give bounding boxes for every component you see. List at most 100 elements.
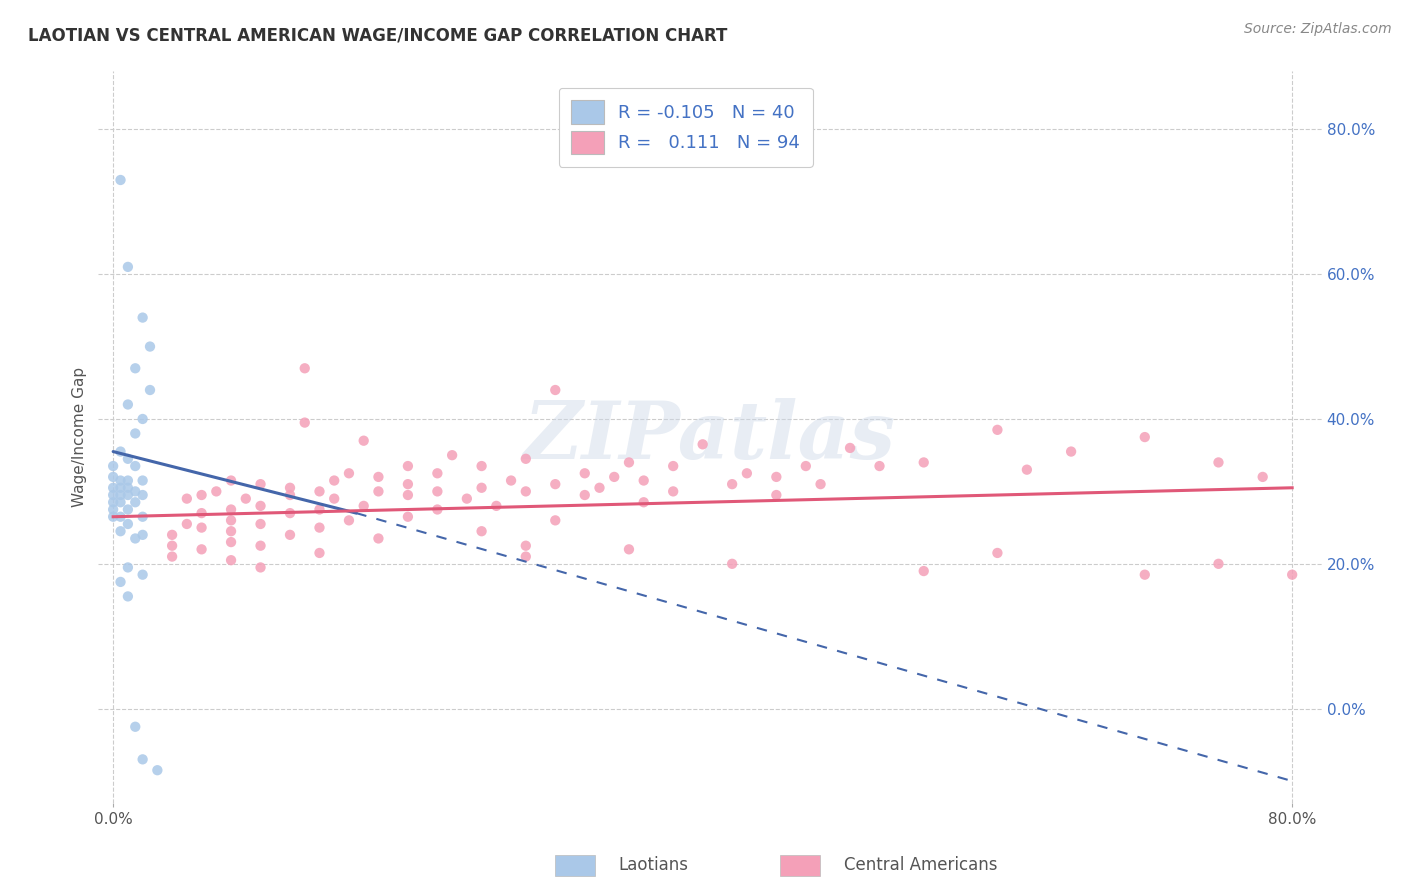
Point	[219, 513, 242, 527]
Point	[101, 509, 124, 524]
Point	[544, 477, 567, 491]
Point	[1015, 463, 1038, 477]
Point	[353, 499, 375, 513]
Point	[603, 470, 626, 484]
Point	[117, 502, 139, 516]
Point	[110, 574, 132, 589]
Point	[117, 260, 139, 274]
Point	[426, 502, 449, 516]
Point	[139, 340, 162, 354]
Point	[337, 513, 360, 527]
Point	[124, 720, 146, 734]
Point	[765, 470, 787, 484]
Point	[110, 444, 132, 458]
Point	[617, 542, 640, 557]
Point	[367, 532, 389, 546]
Point	[544, 513, 567, 527]
Point	[396, 458, 419, 473]
Point	[765, 488, 787, 502]
Point	[124, 361, 146, 376]
Point	[219, 502, 242, 516]
Point	[219, 553, 242, 567]
Point	[869, 458, 891, 473]
Point	[323, 474, 346, 488]
Point	[544, 383, 567, 397]
Point	[124, 484, 146, 499]
Point	[721, 477, 744, 491]
Point	[294, 416, 316, 430]
Point	[110, 495, 132, 509]
Text: ZIPatlas: ZIPatlas	[524, 399, 896, 475]
Point	[131, 412, 153, 426]
Point	[308, 520, 330, 534]
Point	[574, 467, 596, 481]
Point	[1251, 470, 1274, 484]
Point	[249, 477, 271, 491]
Point	[139, 383, 162, 397]
Point	[633, 474, 655, 488]
Point	[367, 470, 389, 484]
Point	[278, 481, 301, 495]
Point	[721, 557, 744, 571]
Text: Source: ZipAtlas.com: Source: ZipAtlas.com	[1244, 22, 1392, 37]
Point	[441, 448, 464, 462]
Point	[1133, 567, 1156, 582]
Point	[110, 524, 132, 539]
Point	[110, 481, 132, 495]
Point	[1060, 444, 1083, 458]
Point	[235, 491, 257, 506]
Point	[249, 516, 271, 531]
Point	[160, 528, 183, 542]
Point	[810, 477, 832, 491]
Point	[101, 502, 124, 516]
Point	[117, 488, 139, 502]
Point	[131, 567, 153, 582]
Point	[219, 524, 242, 539]
Point	[396, 477, 419, 491]
Point	[131, 488, 153, 502]
Point	[124, 426, 146, 441]
Point	[249, 499, 271, 513]
Point	[160, 539, 183, 553]
Point	[160, 549, 183, 564]
Point	[471, 481, 494, 495]
Point	[515, 451, 537, 466]
Point	[131, 509, 153, 524]
Point	[485, 499, 508, 513]
Point	[131, 310, 153, 325]
Point	[124, 495, 146, 509]
Point	[117, 590, 139, 604]
Point	[117, 474, 139, 488]
Point	[117, 451, 139, 466]
Point	[190, 520, 212, 534]
Point	[308, 484, 330, 499]
Point	[249, 560, 271, 574]
Point	[471, 524, 494, 539]
Point	[278, 506, 301, 520]
Point	[574, 488, 596, 502]
Point	[515, 549, 537, 564]
Point	[367, 484, 389, 499]
Point	[396, 509, 419, 524]
Y-axis label: Wage/Income Gap: Wage/Income Gap	[72, 367, 87, 508]
Point	[110, 509, 132, 524]
Point	[131, 474, 153, 488]
Text: LAOTIAN VS CENTRAL AMERICAN WAGE/INCOME GAP CORRELATION CHART: LAOTIAN VS CENTRAL AMERICAN WAGE/INCOME …	[28, 27, 727, 45]
Point	[131, 528, 153, 542]
Point	[124, 532, 146, 546]
Point	[110, 488, 132, 502]
Point	[794, 458, 817, 473]
Point	[662, 484, 685, 499]
Point	[176, 491, 198, 506]
Point	[353, 434, 375, 448]
Point	[499, 474, 522, 488]
Point	[633, 495, 655, 509]
Point	[337, 467, 360, 481]
Point	[308, 546, 330, 560]
Point	[190, 488, 212, 502]
Point	[146, 763, 169, 777]
Point	[617, 455, 640, 469]
Point	[735, 467, 758, 481]
Point	[190, 506, 212, 520]
Point	[912, 455, 935, 469]
